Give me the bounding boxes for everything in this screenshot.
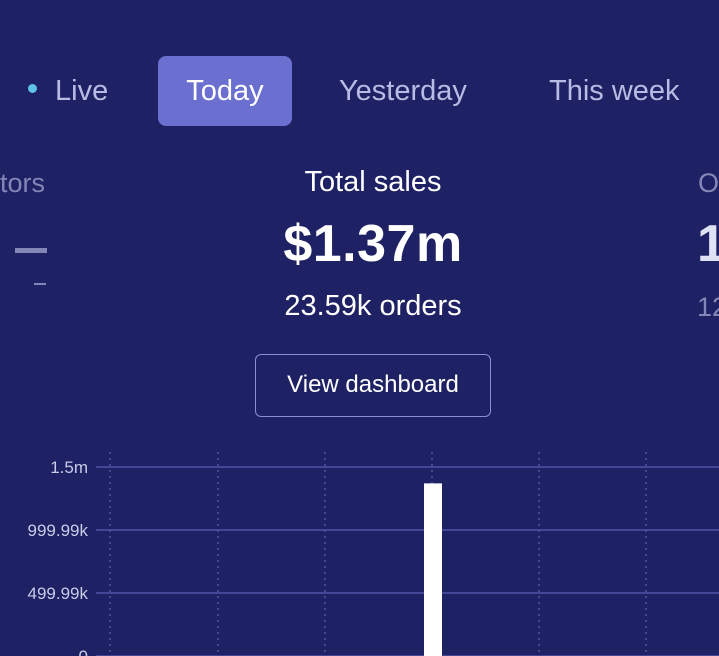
y-tick-label: 999.99k (28, 521, 89, 540)
view-dashboard-button[interactable]: View dashboard (255, 354, 491, 417)
sales-bar-chart: 1.5m 999.99k 499.99k 0 (28, 452, 719, 656)
y-tick-label: 1.5m (50, 458, 88, 477)
tab-this-week[interactable]: This week (549, 56, 680, 126)
orders-stat-label: O (698, 168, 719, 198)
tab-yesterday[interactable]: Yesterday (339, 56, 467, 126)
y-tick-label: 0 (79, 647, 88, 656)
visitors-stat-sub (34, 283, 46, 285)
tab-this-week-label: This week (549, 75, 680, 107)
time-range-tabs: Live Today Yesterday This week (0, 56, 719, 126)
sales-bar (424, 483, 442, 656)
total-sales-value: $1.37m (283, 215, 463, 273)
orders-stat-value: 1 (697, 215, 719, 273)
y-tick-label: 499.99k (28, 584, 89, 603)
tab-today[interactable]: Today (158, 56, 292, 126)
total-sales-label: Total sales (304, 166, 442, 198)
live-dot-icon (28, 83, 37, 93)
orders-stat-sub: 12 (697, 292, 719, 322)
tab-yesterday-label: Yesterday (339, 75, 467, 107)
tab-live-label: Live (55, 75, 109, 107)
visitors-stat-label: tors (0, 168, 46, 198)
total-orders-count: 23.59k orders (284, 290, 462, 322)
visitors-stat-value (15, 248, 47, 253)
tab-live[interactable]: Live (28, 56, 108, 126)
tab-today-label: Today (186, 75, 264, 107)
